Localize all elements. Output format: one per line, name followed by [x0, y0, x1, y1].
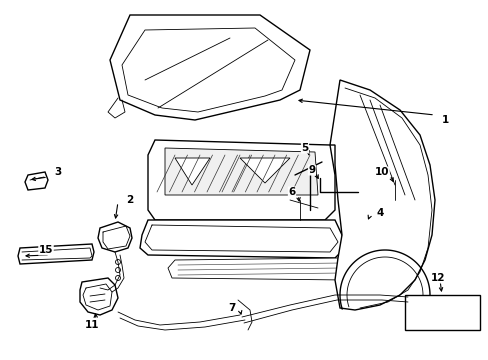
- Polygon shape: [168, 258, 347, 280]
- Text: 11: 11: [84, 320, 99, 330]
- Polygon shape: [175, 158, 209, 185]
- Polygon shape: [148, 140, 334, 220]
- Polygon shape: [18, 244, 94, 264]
- Polygon shape: [110, 15, 309, 120]
- Polygon shape: [98, 222, 132, 252]
- Text: 3: 3: [54, 167, 61, 177]
- Text: 9: 9: [308, 165, 315, 175]
- Text: 4: 4: [376, 208, 383, 218]
- Polygon shape: [240, 158, 289, 183]
- Text: 12: 12: [430, 273, 445, 283]
- Polygon shape: [329, 80, 434, 310]
- Text: 15: 15: [39, 245, 53, 255]
- Text: 7: 7: [228, 303, 235, 313]
- Polygon shape: [404, 295, 479, 330]
- Text: 5: 5: [301, 143, 308, 153]
- Text: 2: 2: [126, 195, 133, 205]
- Polygon shape: [80, 278, 118, 315]
- Text: 10: 10: [374, 167, 388, 177]
- Polygon shape: [140, 220, 345, 258]
- Text: 6: 6: [288, 187, 295, 197]
- Polygon shape: [25, 172, 48, 190]
- Polygon shape: [164, 148, 317, 195]
- Text: 1: 1: [441, 115, 447, 125]
